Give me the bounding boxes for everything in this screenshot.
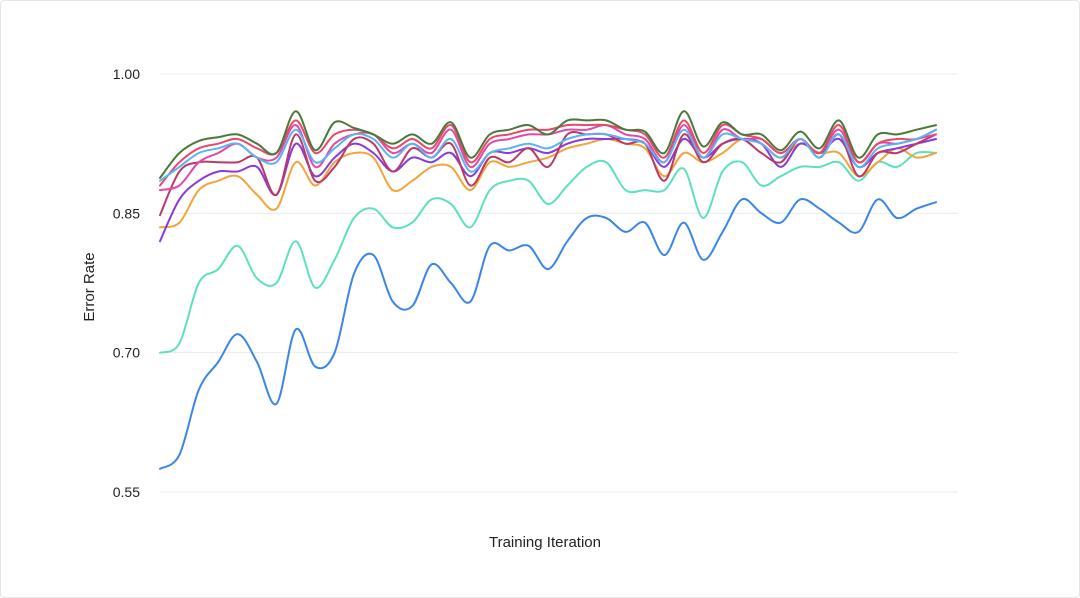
x-axis-label: Training Iteration bbox=[489, 534, 601, 551]
series-line-8 bbox=[159, 128, 937, 182]
y-tick-label: 1.00 bbox=[113, 66, 140, 82]
grid-lines bbox=[160, 73, 958, 493]
y-tick-labels: 0.55 0.70 0.85 1.00 bbox=[113, 66, 140, 500]
series-line-4 bbox=[159, 137, 937, 243]
series-line-2 bbox=[159, 150, 937, 354]
y-axis-label: Error Rate bbox=[81, 252, 98, 321]
y-tick-label: 0.55 bbox=[113, 484, 140, 500]
series-line-1 bbox=[159, 197, 937, 470]
series-line-5 bbox=[159, 131, 937, 217]
series-lines bbox=[159, 110, 937, 470]
series-line-9 bbox=[159, 110, 937, 179]
y-tick-label: 0.85 bbox=[113, 205, 140, 221]
y-tick-label: 0.70 bbox=[113, 345, 140, 361]
